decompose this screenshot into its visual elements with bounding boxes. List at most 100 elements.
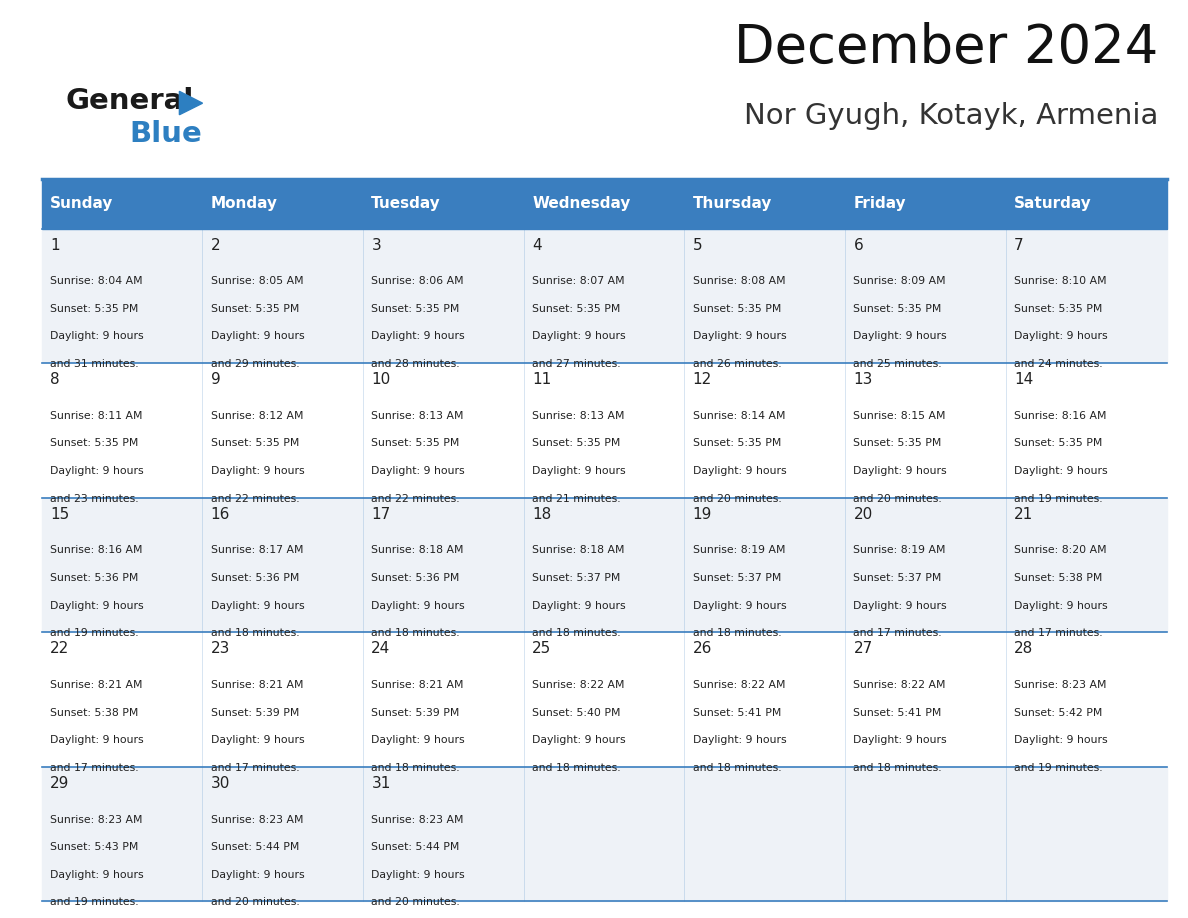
Text: Sunrise: 8:17 AM: Sunrise: 8:17 AM [210, 545, 303, 555]
Text: Sunset: 5:38 PM: Sunset: 5:38 PM [50, 708, 138, 718]
Text: and 18 minutes.: and 18 minutes. [532, 628, 620, 638]
Text: Daylight: 9 hours: Daylight: 9 hours [372, 466, 465, 476]
Text: 21: 21 [1015, 507, 1034, 522]
Text: December 2024: December 2024 [734, 21, 1158, 73]
Text: 17: 17 [372, 507, 391, 522]
Text: Daylight: 9 hours: Daylight: 9 hours [853, 331, 947, 341]
Text: and 22 minutes.: and 22 minutes. [210, 494, 299, 504]
Text: 18: 18 [532, 507, 551, 522]
Text: Daylight: 9 hours: Daylight: 9 hours [1015, 466, 1108, 476]
Text: Sunrise: 8:19 AM: Sunrise: 8:19 AM [693, 545, 785, 555]
Text: and 20 minutes.: and 20 minutes. [693, 494, 782, 504]
Text: Monday: Monday [210, 196, 278, 211]
Text: and 20 minutes.: and 20 minutes. [372, 898, 460, 907]
Text: Daylight: 9 hours: Daylight: 9 hours [50, 735, 144, 745]
Text: Sunset: 5:35 PM: Sunset: 5:35 PM [693, 439, 782, 449]
Text: Sunrise: 8:13 AM: Sunrise: 8:13 AM [372, 411, 463, 420]
Text: 28: 28 [1015, 642, 1034, 656]
Text: 20: 20 [853, 507, 873, 522]
Text: Wednesday: Wednesday [532, 196, 631, 211]
Text: 26: 26 [693, 642, 712, 656]
Text: and 18 minutes.: and 18 minutes. [693, 763, 782, 773]
Text: Daylight: 9 hours: Daylight: 9 hours [1015, 331, 1108, 341]
Text: 6: 6 [853, 238, 864, 252]
Text: and 18 minutes.: and 18 minutes. [693, 628, 782, 638]
Text: Daylight: 9 hours: Daylight: 9 hours [1015, 735, 1108, 745]
Text: 27: 27 [853, 642, 873, 656]
Text: Sunset: 5:35 PM: Sunset: 5:35 PM [853, 304, 942, 314]
Text: Sunset: 5:35 PM: Sunset: 5:35 PM [532, 439, 620, 449]
Bar [42, 633, 1167, 767]
Text: 13: 13 [853, 373, 873, 387]
Text: and 20 minutes.: and 20 minutes. [853, 494, 942, 504]
Text: Sunrise: 8:06 AM: Sunrise: 8:06 AM [372, 276, 465, 286]
Text: Sunrise: 8:19 AM: Sunrise: 8:19 AM [853, 545, 946, 555]
Text: and 31 minutes.: and 31 minutes. [50, 359, 139, 369]
Text: Sunrise: 8:10 AM: Sunrise: 8:10 AM [1015, 276, 1107, 286]
Text: 16: 16 [210, 507, 230, 522]
Text: and 17 minutes.: and 17 minutes. [853, 628, 942, 638]
Text: and 24 minutes.: and 24 minutes. [1015, 359, 1102, 369]
Text: and 19 minutes.: and 19 minutes. [1015, 494, 1102, 504]
Text: Sunset: 5:36 PM: Sunset: 5:36 PM [210, 573, 299, 583]
Bar [42, 498, 1167, 633]
Text: Sunrise: 8:22 AM: Sunrise: 8:22 AM [853, 680, 946, 690]
Text: and 18 minutes.: and 18 minutes. [532, 763, 620, 773]
Text: and 18 minutes.: and 18 minutes. [853, 763, 942, 773]
Text: Daylight: 9 hours: Daylight: 9 hours [210, 331, 304, 341]
Bar [42, 179, 1167, 229]
Text: Daylight: 9 hours: Daylight: 9 hours [372, 870, 465, 879]
Text: Sunset: 5:41 PM: Sunset: 5:41 PM [853, 708, 942, 718]
Text: Sunset: 5:35 PM: Sunset: 5:35 PM [372, 304, 460, 314]
Text: Sunset: 5:35 PM: Sunset: 5:35 PM [693, 304, 782, 314]
Text: Daylight: 9 hours: Daylight: 9 hours [50, 600, 144, 610]
Text: Sunset: 5:35 PM: Sunset: 5:35 PM [1015, 439, 1102, 449]
Text: 31: 31 [372, 776, 391, 791]
Text: Sunrise: 8:05 AM: Sunrise: 8:05 AM [210, 276, 303, 286]
Text: and 18 minutes.: and 18 minutes. [372, 628, 460, 638]
Text: Sunrise: 8:08 AM: Sunrise: 8:08 AM [693, 276, 785, 286]
Text: Sunset: 5:42 PM: Sunset: 5:42 PM [1015, 708, 1102, 718]
Text: 4: 4 [532, 238, 542, 252]
Text: 12: 12 [693, 373, 712, 387]
Text: Daylight: 9 hours: Daylight: 9 hours [50, 466, 144, 476]
Text: 22: 22 [50, 642, 69, 656]
Text: and 19 minutes.: and 19 minutes. [1015, 763, 1102, 773]
Text: and 25 minutes.: and 25 minutes. [853, 359, 942, 369]
Text: Sunset: 5:35 PM: Sunset: 5:35 PM [372, 439, 460, 449]
Text: and 19 minutes.: and 19 minutes. [50, 898, 139, 907]
Text: Sunrise: 8:15 AM: Sunrise: 8:15 AM [853, 411, 946, 420]
Text: Blue: Blue [129, 119, 202, 148]
Text: Sunrise: 8:12 AM: Sunrise: 8:12 AM [210, 411, 303, 420]
Text: 10: 10 [372, 373, 391, 387]
Text: Sunrise: 8:23 AM: Sunrise: 8:23 AM [1015, 680, 1107, 690]
Text: Daylight: 9 hours: Daylight: 9 hours [210, 600, 304, 610]
Text: Sunrise: 8:21 AM: Sunrise: 8:21 AM [50, 680, 143, 690]
Text: Daylight: 9 hours: Daylight: 9 hours [50, 870, 144, 879]
Text: Tuesday: Tuesday [372, 196, 441, 211]
Text: Sunset: 5:35 PM: Sunset: 5:35 PM [1015, 304, 1102, 314]
Text: Sunrise: 8:22 AM: Sunrise: 8:22 AM [532, 680, 625, 690]
Text: 9: 9 [210, 373, 220, 387]
Text: Nor Gyugh, Kotayk, Armenia: Nor Gyugh, Kotayk, Armenia [744, 102, 1158, 130]
Text: Daylight: 9 hours: Daylight: 9 hours [853, 466, 947, 476]
Text: Sunset: 5:36 PM: Sunset: 5:36 PM [372, 573, 460, 583]
Text: 19: 19 [693, 507, 712, 522]
Text: Daylight: 9 hours: Daylight: 9 hours [532, 600, 626, 610]
Text: 14: 14 [1015, 373, 1034, 387]
Text: 23: 23 [210, 642, 230, 656]
Text: Sunset: 5:38 PM: Sunset: 5:38 PM [1015, 573, 1102, 583]
Text: Sunrise: 8:18 AM: Sunrise: 8:18 AM [372, 545, 463, 555]
Bar [42, 767, 1167, 901]
Bar [42, 229, 1167, 364]
Text: and 23 minutes.: and 23 minutes. [50, 494, 139, 504]
Text: 2: 2 [210, 238, 220, 252]
Text: Sunset: 5:37 PM: Sunset: 5:37 PM [693, 573, 782, 583]
Text: Sunset: 5:35 PM: Sunset: 5:35 PM [532, 304, 620, 314]
Text: Daylight: 9 hours: Daylight: 9 hours [50, 331, 144, 341]
Text: and 22 minutes.: and 22 minutes. [372, 494, 460, 504]
Text: Daylight: 9 hours: Daylight: 9 hours [210, 735, 304, 745]
Bar [42, 364, 1167, 498]
Text: Sunrise: 8:22 AM: Sunrise: 8:22 AM [693, 680, 785, 690]
Text: 7: 7 [1015, 238, 1024, 252]
